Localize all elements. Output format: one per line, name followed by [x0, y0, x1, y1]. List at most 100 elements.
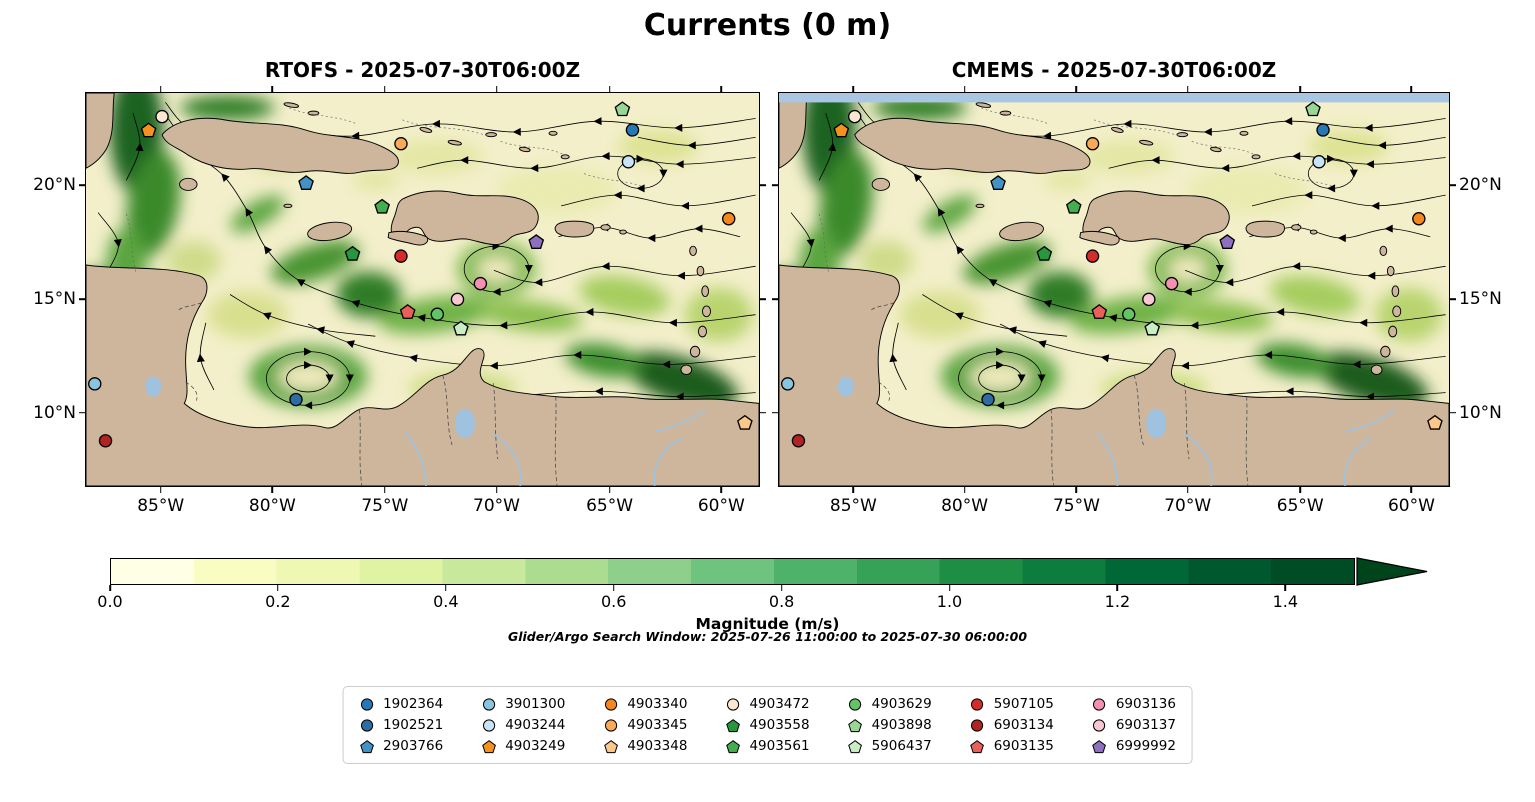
circle-marker-icon — [360, 697, 373, 711]
legend-entry-4903558: 4903558 — [725, 717, 810, 733]
pentagon-marker-icon — [848, 739, 862, 753]
lat-tick-label: 20°N — [1459, 175, 1502, 196]
figure-title: Currents (0 m) — [643, 8, 892, 43]
platform-marker-6903135 — [399, 304, 416, 319]
y-tick-mark — [79, 411, 86, 414]
legend-entry-label: 4903345 — [627, 717, 688, 733]
circle-marker-icon — [604, 718, 617, 732]
platform-marker-4903558 — [344, 245, 361, 261]
colorbar-tick-label: 1.0 — [936, 592, 963, 611]
colorbar-tick-label: 0.8 — [768, 592, 795, 611]
platform-marker-4903340 — [721, 212, 736, 226]
platform-marker-5907105 — [394, 249, 408, 263]
platform-marker-4903629 — [430, 307, 445, 321]
platform-marker-4903249 — [833, 122, 850, 138]
bathymetry-contours — [126, 107, 644, 272]
circle-marker-icon — [848, 697, 862, 711]
colorbar-tick-label: 0.0 — [97, 592, 123, 611]
platform-marker-4903244 — [1312, 155, 1326, 169]
platform-marker-5906437 — [1144, 320, 1161, 336]
legend-entry-label: 4903629 — [871, 696, 932, 712]
platform-marker-5906437 — [453, 320, 469, 336]
top-ocean-strip — [779, 93, 1449, 103]
x-tick-mark — [495, 486, 498, 493]
panel-title-cmems: CMEMS - 2025-07-30T06:00Z — [951, 58, 1277, 82]
lakes — [837, 376, 1167, 439]
pentagon-marker-icon — [481, 739, 496, 753]
y-tick-mark — [772, 184, 779, 187]
colorbar-tick-mark — [277, 585, 279, 591]
circle-marker-icon — [482, 718, 495, 732]
legend-entry-2903766: 2903766 — [359, 738, 443, 754]
y-tick-mark — [772, 411, 779, 414]
lon-tick-label: 75°W — [1052, 496, 1100, 516]
legend-entry-label: 6999992 — [1115, 738, 1176, 754]
x-tick-mark — [1186, 86, 1189, 93]
legend-entry-4903629: 4903629 — [848, 696, 932, 712]
x-tick-mark — [159, 486, 162, 493]
country-borders — [869, 302, 1249, 486]
x-tick-mark — [852, 86, 855, 93]
legend-entry-label: 4903558 — [749, 717, 810, 733]
legend-entry-4903348: 4903348 — [603, 738, 687, 754]
circle-marker-icon — [360, 718, 373, 732]
colorbar-tick-mark — [612, 585, 615, 591]
colorbar-extend-arrow — [1356, 557, 1428, 586]
legend-entry-label: 1902521 — [383, 717, 444, 733]
legend-entry-4903561: 4903561 — [725, 738, 810, 754]
platform-marker-5907105 — [1085, 249, 1100, 263]
legend-entry-label: 4903472 — [749, 696, 810, 712]
bathymetry-contours — [818, 107, 1334, 272]
pentagon-marker-icon — [726, 739, 740, 753]
colorbar-tick-label: 0.6 — [600, 592, 627, 611]
colorbar-tick-mark — [780, 585, 783, 591]
platform-marker-4903340 — [1412, 212, 1426, 226]
platform-marker-4903348 — [737, 414, 753, 430]
legend-entry-label: 5907105 — [993, 696, 1054, 712]
x-tick-mark — [384, 486, 386, 493]
legend-entry-5907105: 5907105 — [970, 696, 1054, 712]
x-tick-mark — [1410, 86, 1413, 93]
platform-marker-4903345 — [394, 136, 408, 151]
platform-marker-4903898 — [1305, 101, 1321, 117]
x-tick-mark — [384, 86, 386, 93]
lon-tick-label: 80°W — [248, 496, 296, 516]
legend-entry-label: 6903134 — [993, 717, 1054, 733]
x-tick-mark — [159, 86, 162, 93]
land-masses — [779, 93, 1449, 486]
legend-entry-label: 5906437 — [871, 738, 932, 754]
x-tick-mark — [495, 86, 498, 93]
circle-marker-icon — [604, 697, 617, 711]
lon-tick-label: 70°W — [473, 496, 520, 516]
rivers — [1096, 409, 1396, 486]
pentagon-marker-icon — [603, 739, 618, 753]
colorbar-arrow-shape — [1356, 557, 1428, 586]
platform-marker-1902364 — [625, 123, 640, 137]
lat-tick-label: 20°N — [33, 175, 76, 196]
lon-tick-label: 65°W — [1276, 496, 1324, 516]
platform-marker-1902521 — [289, 392, 303, 407]
lon-tick-label: 60°W — [1387, 496, 1435, 516]
circle-marker-icon — [971, 697, 984, 711]
platform-marker-6903137 — [450, 292, 465, 307]
legend-entry-4903249: 4903249 — [481, 738, 565, 754]
x-tick-mark — [271, 486, 274, 493]
platform-marker-3901300 — [88, 377, 102, 391]
x-tick-mark — [1075, 486, 1078, 493]
platform-marker-2903766 — [990, 175, 1006, 191]
x-tick-mark — [608, 86, 611, 93]
legend-entry-label: 4903561 — [749, 738, 810, 754]
platform-marker-4903348 — [1427, 414, 1443, 430]
streamlines — [97, 102, 756, 467]
y-tick-mark — [759, 411, 766, 414]
y-tick-mark — [772, 298, 779, 300]
cmems-map: 85°W 80°W 75°W 70°W 65°W 60°W 20°N 15°N 10°N — [772, 86, 1502, 516]
land-masses — [86, 93, 759, 486]
legend-entry-4903345: 4903345 — [603, 717, 687, 733]
platform-marker-4903472 — [155, 109, 169, 124]
lon-tick-label: 65°W — [586, 496, 634, 516]
platform-marker-1902521 — [981, 392, 995, 407]
legend-entry-label: 4903340 — [627, 696, 688, 712]
platform-legend: 1902364 1902521 2903766 3901300 4903244 49032… — [342, 686, 1193, 764]
